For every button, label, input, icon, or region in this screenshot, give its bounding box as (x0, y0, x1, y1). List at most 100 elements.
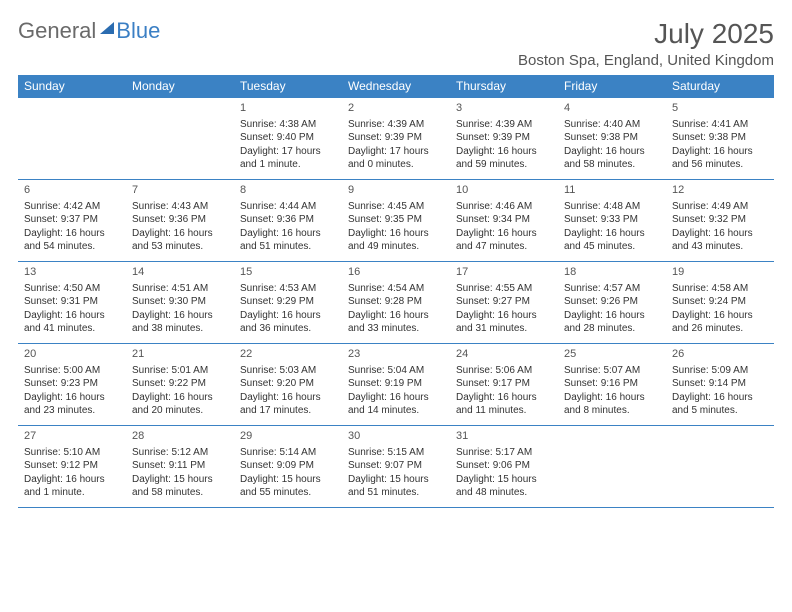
sunrise-line: Sunrise: 4:40 AM (564, 118, 660, 132)
sunset-line: Sunset: 9:07 PM (348, 459, 444, 473)
daylight-line: Daylight: 16 hours and 59 minutes. (456, 145, 552, 172)
day-info: Sunrise: 4:46 AMSunset: 9:34 PMDaylight:… (456, 200, 552, 254)
sunrise-line: Sunrise: 4:45 AM (348, 200, 444, 214)
day-number: 16 (348, 265, 444, 280)
weekday-header: Friday (558, 75, 666, 98)
day-number: 29 (240, 429, 336, 444)
logo: General Blue (18, 18, 160, 44)
calendar-day-cell: 11Sunrise: 4:48 AMSunset: 9:33 PMDayligh… (558, 180, 666, 262)
calendar-day-cell: 25Sunrise: 5:07 AMSunset: 9:16 PMDayligh… (558, 344, 666, 426)
day-info: Sunrise: 5:00 AMSunset: 9:23 PMDaylight:… (24, 364, 120, 418)
sunset-line: Sunset: 9:32 PM (672, 213, 768, 227)
sunset-line: Sunset: 9:37 PM (24, 213, 120, 227)
daylight-line: Daylight: 17 hours and 1 minute. (240, 145, 336, 172)
sunset-line: Sunset: 9:36 PM (240, 213, 336, 227)
daylight-line: Daylight: 16 hours and 5 minutes. (672, 391, 768, 418)
calendar-day-cell: 16Sunrise: 4:54 AMSunset: 9:28 PMDayligh… (342, 262, 450, 344)
calendar-day-cell: 2 Sunrise: 4:39 AMSunset: 9:39 PMDaylight… (342, 98, 450, 180)
sunrise-line: Sunrise: 5:17 AM (456, 446, 552, 460)
sunrise-line: Sunrise: 5:12 AM (132, 446, 228, 460)
sunrise-line: Sunrise: 4:51 AM (132, 282, 228, 296)
sunset-line: Sunset: 9:06 PM (456, 459, 552, 473)
daylight-line: Daylight: 16 hours and 56 minutes. (672, 145, 768, 172)
daylight-line: Daylight: 16 hours and 54 minutes. (24, 227, 120, 254)
calendar-day-cell: 24Sunrise: 5:06 AMSunset: 9:17 PMDayligh… (450, 344, 558, 426)
sunset-line: Sunset: 9:29 PM (240, 295, 336, 309)
sunrise-line: Sunrise: 4:44 AM (240, 200, 336, 214)
daylight-line: Daylight: 16 hours and 31 minutes. (456, 309, 552, 336)
day-info: Sunrise: 4:39 AMSunset: 9:39 PMDaylight:… (456, 118, 552, 172)
daylight-line: Daylight: 16 hours and 53 minutes. (132, 227, 228, 254)
day-number: 31 (456, 429, 552, 444)
sunrise-line: Sunrise: 4:57 AM (564, 282, 660, 296)
sunrise-line: Sunrise: 4:38 AM (240, 118, 336, 132)
weekday-header: Monday (126, 75, 234, 98)
calendar-day-cell: 19Sunrise: 4:58 AMSunset: 9:24 PMDayligh… (666, 262, 774, 344)
daylight-line: Daylight: 16 hours and 49 minutes. (348, 227, 444, 254)
sunrise-line: Sunrise: 5:10 AM (24, 446, 120, 460)
calendar-day-cell: 20Sunrise: 5:00 AMSunset: 9:23 PMDayligh… (18, 344, 126, 426)
daylight-line: Daylight: 16 hours and 14 minutes. (348, 391, 444, 418)
day-info: Sunrise: 4:57 AMSunset: 9:26 PMDaylight:… (564, 282, 660, 336)
sunset-line: Sunset: 9:30 PM (132, 295, 228, 309)
daylight-line: Daylight: 16 hours and 51 minutes. (240, 227, 336, 254)
day-number: 17 (456, 265, 552, 280)
header: General Blue July 2025 Boston Spa, Engla… (18, 18, 774, 69)
calendar-week-row: 6Sunrise: 4:42 AMSunset: 9:37 PMDaylight… (18, 180, 774, 262)
daylight-line: Daylight: 16 hours and 28 minutes. (564, 309, 660, 336)
day-info: Sunrise: 4:42 AMSunset: 9:37 PMDaylight:… (24, 200, 120, 254)
day-number: 12 (672, 183, 768, 198)
sunset-line: Sunset: 9:34 PM (456, 213, 552, 227)
calendar-day-cell: 15Sunrise: 4:53 AMSunset: 9:29 PMDayligh… (234, 262, 342, 344)
daylight-line: Daylight: 15 hours and 58 minutes. (132, 473, 228, 500)
calendar-header: SundayMondayTuesdayWednesdayThursdayFrid… (18, 75, 774, 98)
calendar-day-cell: 3Sunrise: 4:39 AMSunset: 9:39 PMDaylight… (450, 98, 558, 180)
title-block: July 2025 Boston Spa, England, United Ki… (518, 18, 774, 69)
calendar-day-cell: 18Sunrise: 4:57 AMSunset: 9:26 PMDayligh… (558, 262, 666, 344)
day-number: 9 (348, 183, 444, 198)
day-info: Sunrise: 4:58 AMSunset: 9:24 PMDaylight:… (672, 282, 768, 336)
sunset-line: Sunset: 9:11 PM (132, 459, 228, 473)
sunrise-line: Sunrise: 5:06 AM (456, 364, 552, 378)
sunset-line: Sunset: 9:31 PM (24, 295, 120, 309)
day-info: Sunrise: 4:39 AMSunset: 9:39 PMDaylight:… (348, 118, 444, 172)
day-number: 24 (456, 347, 552, 362)
day-info: Sunrise: 4:55 AMSunset: 9:27 PMDaylight:… (456, 282, 552, 336)
day-number: 5 (672, 101, 768, 116)
day-number: 26 (672, 347, 768, 362)
day-number: 22 (240, 347, 336, 362)
calendar-day-cell: 22Sunrise: 5:03 AMSunset: 9:20 PMDayligh… (234, 344, 342, 426)
sunset-line: Sunset: 9:38 PM (564, 131, 660, 145)
day-number: 2 (348, 101, 444, 116)
daylight-line: Daylight: 15 hours and 51 minutes. (348, 473, 444, 500)
daylight-line: Daylight: 16 hours and 47 minutes. (456, 227, 552, 254)
calendar-day-cell: 7Sunrise: 4:43 AMSunset: 9:36 PMDaylight… (126, 180, 234, 262)
daylight-line: Daylight: 16 hours and 8 minutes. (564, 391, 660, 418)
calendar-day-cell: 13Sunrise: 4:50 AMSunset: 9:31 PMDayligh… (18, 262, 126, 344)
daylight-line: Daylight: 15 hours and 55 minutes. (240, 473, 336, 500)
day-info: Sunrise: 4:50 AMSunset: 9:31 PMDaylight:… (24, 282, 120, 336)
day-info: Sunrise: 4:44 AMSunset: 9:36 PMDaylight:… (240, 200, 336, 254)
logo-blue: Blue (116, 18, 160, 44)
daylight-line: Daylight: 16 hours and 45 minutes. (564, 227, 660, 254)
logo-triangle-icon (100, 22, 114, 34)
calendar-day-cell: 1Sunrise: 4:38 AMSunset: 9:40 PMDaylight… (234, 98, 342, 180)
calendar-day-cell: 4 Sunrise: 4:40 AMSunset: 9:38 PMDaylight… (558, 98, 666, 180)
calendar-day-cell: 14Sunrise: 4:51 AMSunset: 9:30 PMDayligh… (126, 262, 234, 344)
daylight-line: Daylight: 16 hours and 33 minutes. (348, 309, 444, 336)
sunset-line: Sunset: 9:09 PM (240, 459, 336, 473)
day-info: Sunrise: 4:43 AMSunset: 9:36 PMDaylight:… (132, 200, 228, 254)
day-number: 14 (132, 265, 228, 280)
day-info: Sunrise: 4:48 AMSunset: 9:33 PMDaylight:… (564, 200, 660, 254)
sunset-line: Sunset: 9:14 PM (672, 377, 768, 391)
sunset-line: Sunset: 9:16 PM (564, 377, 660, 391)
calendar-day-cell: 27Sunrise: 5:10 AMSunset: 9:12 PMDayligh… (18, 426, 126, 508)
day-number: 21 (132, 347, 228, 362)
day-number: 4 (564, 101, 660, 116)
sunrise-line: Sunrise: 5:01 AM (132, 364, 228, 378)
daylight-line: Daylight: 16 hours and 58 minutes. (564, 145, 660, 172)
sunset-line: Sunset: 9:27 PM (456, 295, 552, 309)
day-info: Sunrise: 5:14 AMSunset: 9:09 PMDaylight:… (240, 446, 336, 500)
day-info: Sunrise: 4:40 AMSunset: 9:38 PMDaylight:… (564, 118, 660, 172)
day-number: 8 (240, 183, 336, 198)
